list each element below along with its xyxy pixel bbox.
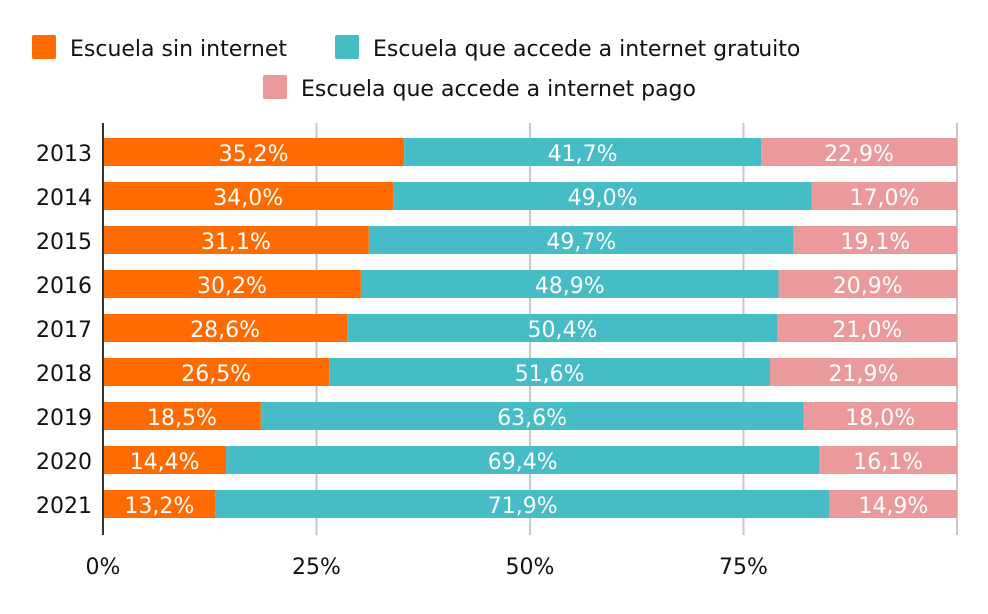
data-label: 20,9%: [833, 274, 903, 299]
data-label: 41,7%: [548, 142, 618, 167]
bar-segment: [103, 182, 394, 210]
legend-label: Escuela sin internet: [70, 37, 287, 62]
data-label: 50,4%: [528, 318, 598, 343]
x-tick-label: 0%: [86, 555, 121, 580]
category-label: 2013: [36, 142, 92, 167]
bar-segment: [215, 490, 830, 518]
bar-segment: [360, 270, 779, 298]
bar-segment: [103, 138, 405, 166]
bar-segment: [260, 402, 804, 430]
data-label: 14,4%: [130, 450, 200, 475]
bar-segment: [777, 314, 957, 342]
category-label: 2015: [36, 230, 92, 255]
bar-segment: [368, 226, 794, 254]
data-label: 18,0%: [845, 406, 915, 431]
bar-segment: [103, 314, 348, 342]
bar-segment: [226, 446, 820, 474]
data-label: 31,1%: [201, 230, 271, 255]
legend-swatch: [263, 75, 287, 99]
legend-swatch: [335, 35, 359, 59]
data-label: 14,9%: [858, 494, 928, 519]
data-label: 71,9%: [488, 494, 558, 519]
bar-segment: [778, 270, 957, 298]
data-label: 30,2%: [197, 274, 267, 299]
bar-segment: [761, 138, 957, 166]
bar-segment: [347, 314, 778, 342]
data-label: 63,6%: [497, 406, 567, 431]
data-label: 18,5%: [147, 406, 217, 431]
category-label: 2014: [36, 186, 92, 211]
legend-swatch: [32, 35, 56, 59]
data-label: 13,2%: [124, 494, 194, 519]
data-label: 21,0%: [832, 318, 902, 343]
data-label: 17,0%: [849, 186, 919, 211]
bar-segment: [793, 226, 957, 254]
bar-segment: [103, 446, 227, 474]
data-label: 51,6%: [515, 362, 585, 387]
bar-segment: [829, 490, 957, 518]
x-tick-label: 75%: [719, 555, 768, 580]
category-label: 2016: [36, 274, 92, 299]
category-label: 2019: [36, 406, 92, 431]
bar-segment: [819, 446, 957, 474]
legend-label: Escuela que accede a internet gratuito: [373, 37, 800, 62]
x-tick-label: 50%: [506, 555, 555, 580]
data-label: 26,5%: [181, 362, 251, 387]
data-label: 49,7%: [546, 230, 616, 255]
bar-segment: [103, 270, 361, 298]
category-label: 2021: [36, 494, 92, 519]
bar-segment: [103, 226, 369, 254]
x-tick-label: 25%: [292, 555, 341, 580]
data-label: 49,0%: [568, 186, 638, 211]
data-label: 28,6%: [190, 318, 260, 343]
data-label: 22,9%: [824, 142, 894, 167]
legend-label: Escuela que accede a internet pago: [301, 77, 696, 102]
category-label: 2018: [36, 362, 92, 387]
data-label: 35,2%: [219, 142, 289, 167]
category-label: 2020: [36, 450, 92, 475]
bar-segment: [803, 402, 957, 430]
bar-segment: [103, 402, 261, 430]
bar-segment: [404, 138, 762, 166]
category-label: 2017: [36, 318, 92, 343]
data-label: 19,1%: [840, 230, 910, 255]
data-label: 69,4%: [488, 450, 558, 475]
bar-segment: [103, 490, 216, 518]
data-label: 16,1%: [853, 450, 923, 475]
data-label: 48,9%: [535, 274, 605, 299]
data-label: 34,0%: [213, 186, 283, 211]
bar-segment: [769, 358, 957, 386]
bar-segment: [393, 182, 812, 210]
bar-segment: [103, 358, 330, 386]
data-label: 21,9%: [829, 362, 899, 387]
bar-segment: [811, 182, 957, 210]
bar-segment: [329, 358, 770, 386]
